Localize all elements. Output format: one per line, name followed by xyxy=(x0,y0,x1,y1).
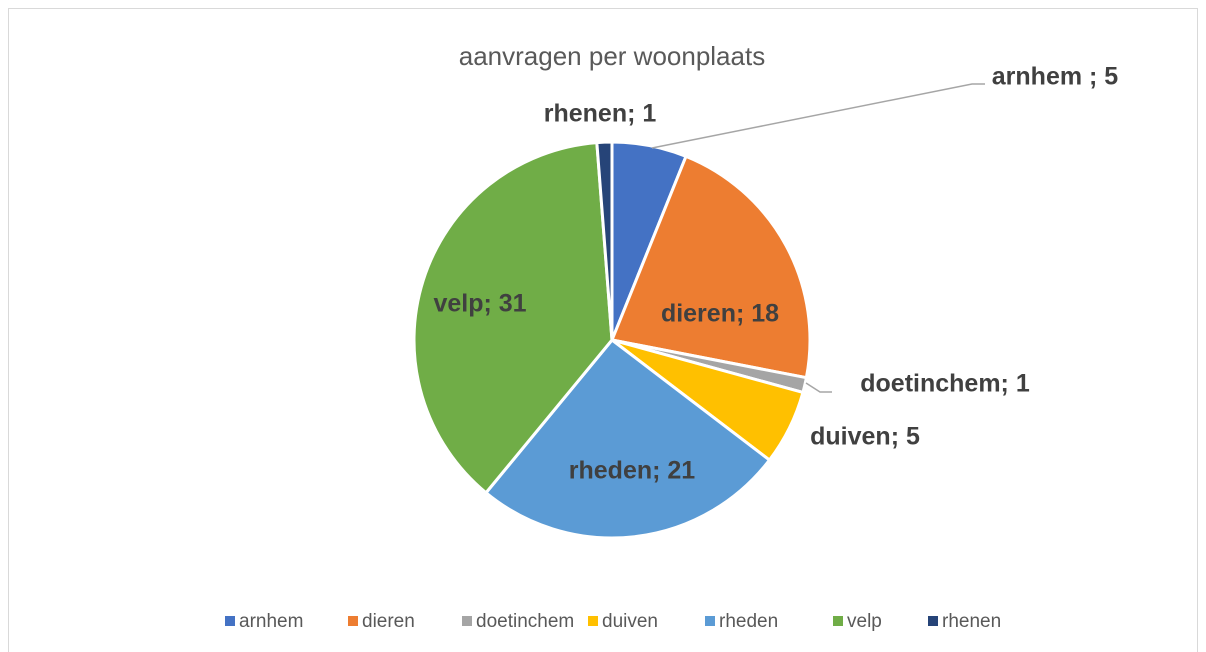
legend-marker xyxy=(462,616,472,626)
chart-title: aanvragen per woonplaats xyxy=(459,41,765,71)
legend-label: doetinchem xyxy=(476,611,574,632)
pie-slice xyxy=(595,140,614,341)
legend-marker xyxy=(348,616,358,626)
legend-label: rheden xyxy=(719,611,778,632)
legend-label: arnhem xyxy=(239,611,303,632)
leader-line xyxy=(651,83,985,149)
data-label: dieren; 18 xyxy=(661,300,779,328)
legend-marker xyxy=(588,616,598,626)
legend-label: duiven xyxy=(602,611,658,632)
legend-label: velp xyxy=(847,611,882,632)
leader-line xyxy=(805,382,832,393)
legend-marker xyxy=(833,616,843,626)
data-label: doetinchem; 1 xyxy=(860,370,1030,398)
data-label: velp; 31 xyxy=(433,290,526,318)
legend-marker xyxy=(225,616,235,626)
legend-marker xyxy=(705,616,715,626)
data-label: arnhem ; 5 xyxy=(992,63,1119,91)
legend-label: dieren xyxy=(362,611,415,632)
legend-marker xyxy=(928,616,938,626)
pie-slice xyxy=(412,140,614,495)
data-label: duiven; 5 xyxy=(810,423,920,451)
data-label: rhenen; 1 xyxy=(544,100,657,128)
data-label: rheden; 21 xyxy=(569,457,696,485)
legend-label: rhenen xyxy=(942,611,1001,632)
pie-slice xyxy=(483,337,772,540)
pie-slice xyxy=(609,154,812,380)
chart-frame xyxy=(8,8,1198,652)
